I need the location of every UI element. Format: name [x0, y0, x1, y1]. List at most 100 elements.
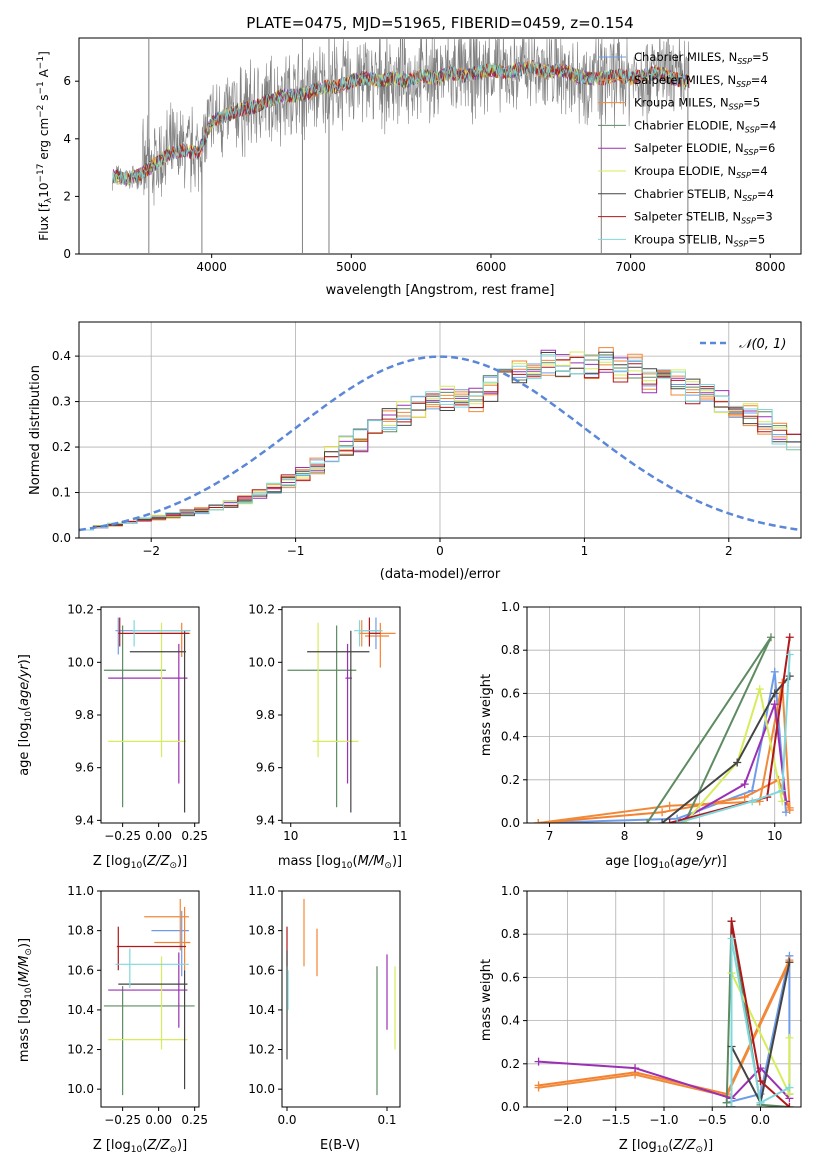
x-tick-label: 0.0 [277, 1113, 296, 1127]
x-tick-label: 11 [392, 829, 407, 843]
mass-weight-series-line [676, 703, 787, 823]
mass-weight-point-marker [785, 650, 794, 659]
normal-reference-legend-label: 𝒩(0, 1) [739, 337, 786, 352]
x-tick-label: 0 [436, 544, 444, 558]
residuals-ticks: −2 −1 0 1 2 0.0 0.1 0.2 0.3 0.4 [52, 349, 733, 558]
age-vs-mass-xlabel: mass [log10(M/M⊙)] [278, 854, 402, 871]
y-tick-label: 9.4 [75, 813, 94, 827]
model-fit-line [112, 60, 690, 185]
y-tick-label: 10.4 [67, 1003, 94, 1017]
mass-weight-series-line [683, 688, 784, 823]
plot-area [286, 898, 396, 1096]
x-tick-label: −0.25 [104, 1113, 141, 1127]
age-vs-mass-panel: 10 11 9.4 9.6 9.8 10.0 10.2 [248, 603, 407, 843]
spectrum-axes-frame [78, 37, 802, 255]
x-tick-label: −2.0 [553, 1113, 582, 1127]
y-tick-label: 0.2 [52, 440, 71, 454]
x-tick-label: 9 [696, 829, 704, 843]
mass-weight-point-marker [755, 685, 764, 694]
x-tick-label: 10 [283, 829, 298, 843]
y-tick-label: 0.1 [52, 486, 71, 500]
mass-weight-point-marker [534, 819, 543, 823]
x-tick-label: 4000 [196, 260, 227, 274]
normal-reference-curve [79, 355, 801, 532]
x-tick-label: 0.25 [181, 1113, 208, 1127]
mass-weight-point-marker [785, 1033, 794, 1042]
histogram-steps [79, 351, 801, 538]
y-tick-label: 0.0 [501, 1100, 520, 1114]
legend-label: Chabrier STELIB, NSSP=4 [634, 187, 774, 203]
age-vs-metallicity-xlabel: Z [log10(Z/Z⊙)] [93, 854, 187, 871]
observed-spectrum-line [112, 38, 690, 206]
spectrum-ylabel: Flux [fλ10−17 erg cm−2 s−1 A−1] [36, 51, 54, 241]
y-tick-label: 0.0 [52, 531, 71, 545]
y-tick-label: 0.6 [501, 686, 520, 700]
legend-label: Salpeter STELIB, NSSP=3 [634, 210, 773, 226]
legend-label: Chabrier MILES, NSSP=5 [634, 50, 769, 66]
mass-weight-series-line [730, 937, 790, 1107]
residuals-ylabel: Normed distribution [28, 365, 43, 495]
age-vs-metallicity-panel: −0.25 0.00 0.25 9.4 9.6 9.8 10.0 10.2 [67, 603, 208, 843]
histogram-steps [79, 354, 801, 538]
mass-weight-point-marker [727, 1103, 736, 1107]
mass-weight-point-marker [785, 803, 794, 812]
mass-weight-point-marker [778, 797, 787, 806]
x-tick-label: 0.25 [181, 829, 208, 843]
mass-weight-vs-metallicity-panel: −2.0 −1.5 −1.0 −0.5 0.0 0.0 0.2 0.4 0.6 0.8 1.0 [501, 884, 802, 1127]
y-tick-label: 10.0 [248, 1082, 275, 1096]
residuals-legend: 𝒩(0, 1) [700, 337, 786, 352]
plot-area [103, 617, 191, 813]
x-tick-label: 6000 [476, 260, 507, 274]
y-tick-label: 0 [63, 247, 71, 261]
y-tick-label: 0.8 [501, 643, 520, 657]
plot-area [534, 633, 794, 823]
mass-weight-vs-metallicity-xlabel: Z [log10(Z/Z⊙)] [619, 1138, 713, 1155]
y-tick-label: 0.8 [501, 927, 520, 941]
mass-weight-point-marker [733, 758, 742, 767]
y-tick-label: 9.4 [256, 813, 275, 827]
y-tick-label: 0.2 [501, 1057, 520, 1071]
age-vs-metallicity-ylabel: age [log10(age/yr)] [17, 654, 34, 776]
y-tick-label: 6 [63, 74, 71, 88]
histogram-steps [79, 347, 801, 538]
axes-frame [281, 890, 401, 1108]
y-tick-label: 0.4 [52, 349, 71, 363]
mass-weight-point-marker [785, 1083, 794, 1092]
y-tick-label: 10.6 [248, 963, 275, 977]
mass-weight-point-marker [658, 808, 667, 817]
y-tick-label: 10.0 [248, 655, 275, 669]
mass-weight-point-marker [740, 793, 749, 802]
axes-frame [281, 606, 401, 824]
mass-weight-point-marker [756, 1077, 765, 1086]
y-tick-label: 10.4 [248, 1003, 275, 1017]
spectrum-panel: 4000 5000 6000 7000 8000 0 2 4 6 wavelength [Ang… [36, 37, 802, 298]
mass-weight-point-marker [727, 917, 736, 926]
y-tick-label: 0.2 [501, 773, 520, 787]
mass-weight-series-line [676, 654, 791, 823]
x-tick-label: 8000 [755, 260, 786, 274]
mass-weight-point-marker [673, 819, 682, 823]
residuals-panel: −2 −1 0 1 2 0.0 0.1 0.2 0.3 0.4 (data-model)/erro… [28, 321, 802, 582]
x-tick-label: 5000 [336, 260, 367, 274]
y-tick-label: 11.0 [248, 884, 275, 898]
mass-vs-metallicity-xlabel: Z [log10(Z/Z⊙)] [93, 1138, 187, 1155]
mass-weight-vs-age-ylabel: mass weight [479, 674, 494, 756]
y-tick-label: 0.4 [501, 1014, 520, 1028]
spectrum-plot [112, 38, 690, 254]
mass-weight-series-line [725, 920, 790, 1107]
x-tick-label: 0.00 [145, 829, 172, 843]
x-tick-label: 0.0 [751, 1113, 770, 1127]
axes-frame [526, 606, 802, 824]
y-tick-label: 2 [63, 189, 71, 203]
mass-weight-point-marker [770, 667, 779, 676]
x-tick-label: −0.25 [104, 829, 141, 843]
mass-weight-point-marker [770, 689, 779, 698]
x-tick-label: 1 [581, 544, 589, 558]
residuals-plot [79, 347, 801, 538]
legend-label: Kroupa STELIB, NSSP=5 [634, 232, 765, 248]
mass-vs-metallicity-panel: −0.25 0.00 0.25 10.0 10.2 10.4 10.6 10.8 11.0 [67, 884, 208, 1127]
mass-weight-point-marker [665, 819, 674, 823]
y-tick-label: 10.8 [248, 924, 275, 938]
x-tick-label: −1 [287, 544, 305, 558]
